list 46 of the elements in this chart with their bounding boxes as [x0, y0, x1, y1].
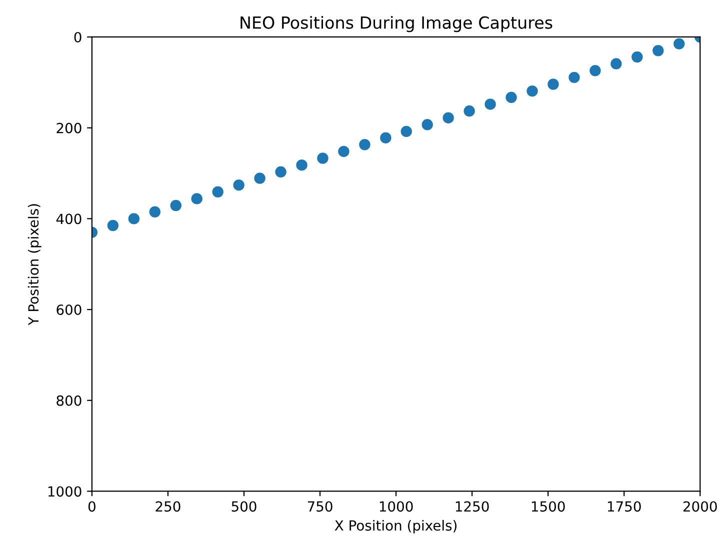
point [233, 179, 244, 191]
point [442, 112, 454, 124]
x-tick-label: 750 [308, 501, 332, 512]
chart-title: NEO Positions During Image Captures [240, 16, 552, 32]
y-tick-label: 600 [56, 304, 82, 316]
x-tick-label: 1750 [608, 501, 641, 512]
point [149, 206, 160, 218]
y-tick-label: 1000 [48, 486, 82, 497]
x-tick-label: 1500 [532, 501, 565, 512]
point [380, 132, 392, 144]
point [254, 172, 266, 184]
x-tick-label: 0 [88, 501, 96, 512]
y-tick-label: 200 [56, 122, 82, 134]
point [632, 51, 643, 63]
point [359, 139, 370, 150]
y-tick-label: 0 [74, 32, 82, 42]
point [338, 146, 350, 158]
x-tick-label: 500 [232, 501, 256, 512]
point [317, 152, 328, 164]
point [652, 45, 664, 56]
point [422, 119, 433, 130]
point [170, 200, 182, 212]
x-tick-label: 2000 [683, 501, 717, 512]
point [568, 72, 580, 84]
point [610, 58, 622, 70]
point [484, 98, 496, 110]
point [107, 220, 119, 232]
point [296, 159, 308, 171]
point [275, 166, 286, 178]
point [128, 213, 140, 224]
point [191, 193, 202, 204]
point [400, 126, 412, 138]
x-axis-title: X Position (pixels) [334, 520, 457, 534]
x-tick-label: 1250 [456, 501, 489, 512]
x-tick-label: 250 [156, 501, 180, 512]
point [464, 105, 475, 117]
point [212, 186, 224, 198]
point [548, 78, 559, 90]
y-tick-label: 400 [56, 214, 82, 224]
y-axis-title: Y Position (pixels) [28, 204, 42, 326]
x-tick-label: 1000 [380, 501, 413, 512]
point [590, 65, 601, 76]
point [526, 85, 538, 97]
point [674, 38, 685, 50]
point [506, 92, 517, 104]
y-tick-label: 800 [56, 395, 82, 406]
